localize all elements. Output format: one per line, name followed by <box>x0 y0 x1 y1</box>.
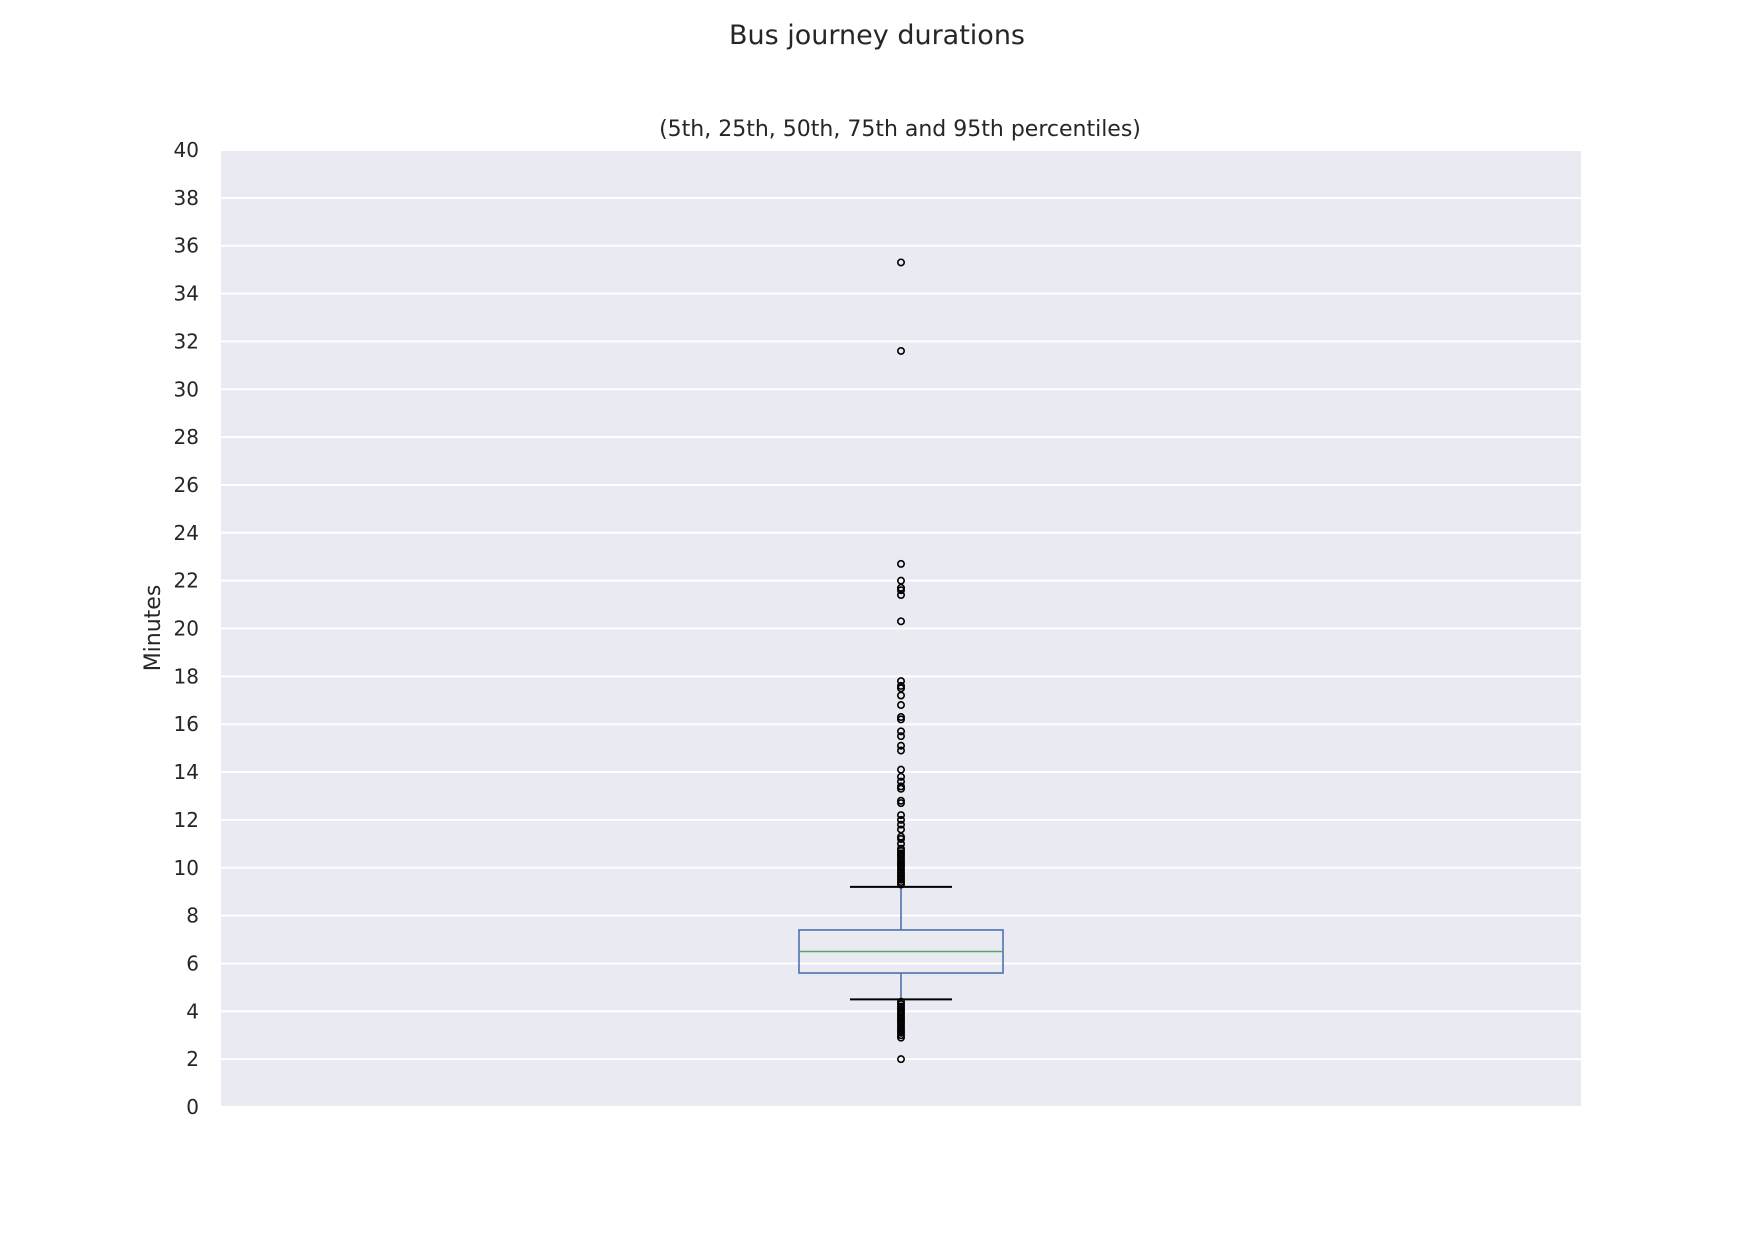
outlier-point <box>896 258 905 267</box>
outlier-point <box>896 586 905 595</box>
y-tick-label: 14 <box>174 760 199 784</box>
outlier-point <box>896 346 905 355</box>
outlier-point <box>896 799 905 808</box>
y-tick-label: 12 <box>174 808 199 832</box>
outlier-point <box>896 727 905 736</box>
outlier-point <box>896 701 905 710</box>
y-tick-label: 38 <box>174 186 199 210</box>
y-tick-label: 4 <box>186 999 199 1023</box>
outlier-point <box>896 617 905 626</box>
outlier-point <box>896 772 905 781</box>
y-tick-label: 40 <box>174 138 199 162</box>
y-tick-label: 22 <box>174 569 199 593</box>
y-tick-label: 10 <box>174 856 199 880</box>
outlier-point <box>896 691 905 700</box>
outliers <box>896 258 905 1064</box>
gridlines <box>221 149 1581 1108</box>
outlier-point <box>896 746 905 755</box>
y-axis-label: Minutes <box>141 585 166 672</box>
y-tick-label: 28 <box>174 425 199 449</box>
outlier-point <box>896 732 905 741</box>
y-tick-label: 18 <box>174 664 199 688</box>
outlier-point <box>896 835 905 844</box>
y-tick-label: 0 <box>186 1095 199 1119</box>
y-tick-label: 6 <box>186 951 199 975</box>
outlier-point <box>896 811 905 820</box>
y-tick-label: 16 <box>174 712 199 736</box>
y-tick-label: 24 <box>174 521 199 545</box>
chart-subtitle: (5th, 25th, 50th, 75th and 95th percenti… <box>659 117 1141 142</box>
y-tick-label: 8 <box>186 904 199 928</box>
chart-title: Bus journey durations <box>729 20 1025 51</box>
outlier-point <box>896 880 905 889</box>
outlier-point <box>896 715 905 724</box>
outlier-point <box>896 820 905 829</box>
outlier-point <box>896 559 905 568</box>
outlier-point <box>896 1033 905 1042</box>
outlier-point <box>896 1055 905 1064</box>
outlier-point <box>896 784 905 793</box>
y-tick-label: 30 <box>174 377 199 401</box>
y-tick-label: 36 <box>174 234 199 258</box>
y-tick-label: 20 <box>174 617 199 641</box>
outlier-point <box>896 815 905 824</box>
outlier-point <box>896 741 905 750</box>
y-tick-label: 26 <box>174 473 199 497</box>
box-group <box>798 885 1004 1001</box>
outlier-point <box>896 591 905 600</box>
y-tick-label: 32 <box>174 329 199 353</box>
y-tick-label: 34 <box>174 282 199 306</box>
y-tick-label: 2 <box>186 1047 199 1071</box>
